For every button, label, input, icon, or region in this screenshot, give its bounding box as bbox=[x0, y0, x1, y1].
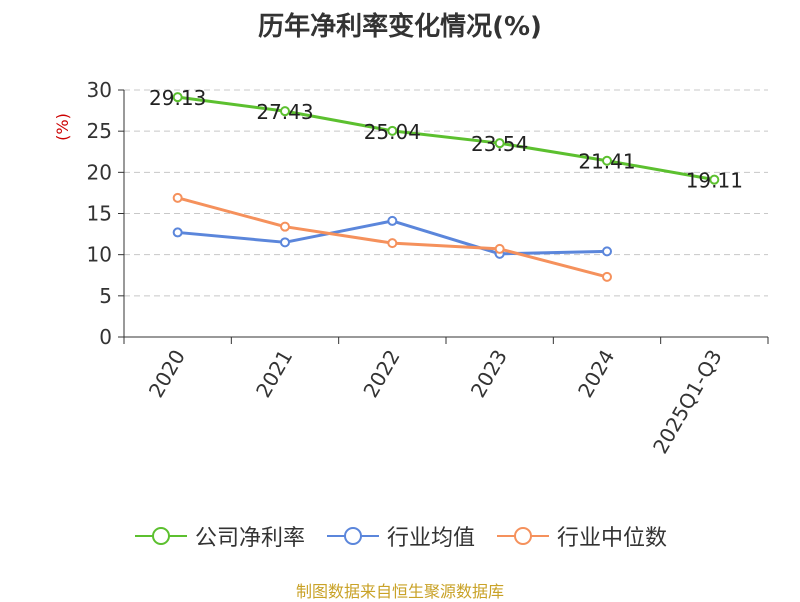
legend-swatch-icon bbox=[326, 527, 379, 545]
x-tick-label: 2024 bbox=[573, 346, 619, 402]
data-point bbox=[709, 174, 720, 185]
data-label: 19.11 bbox=[686, 169, 743, 193]
data-point bbox=[494, 243, 505, 254]
x-tick-label: 2025Q1-Q3 bbox=[648, 346, 727, 458]
y-tick-label: 5 bbox=[99, 284, 112, 308]
x-tick-label: 2022 bbox=[358, 346, 404, 402]
data-point bbox=[602, 271, 612, 282]
source-note: 制图数据来自恒生聚源数据库 bbox=[295, 582, 504, 601]
x-tick-label: 2021 bbox=[251, 346, 297, 402]
x-tick-label: 2023 bbox=[466, 345, 512, 401]
legend-item[interactable]: 行业中位数 bbox=[495, 520, 667, 552]
x-tick-label: 2020 bbox=[144, 346, 190, 402]
y-tick-label: 0 bbox=[99, 325, 112, 349]
legend-label: 行业中位数 bbox=[557, 526, 668, 551]
series-line-0 bbox=[177, 95, 715, 182]
legend-label: 公司净利率 bbox=[194, 526, 305, 551]
data-point bbox=[280, 237, 290, 248]
data-point bbox=[172, 192, 183, 203]
data-point bbox=[602, 246, 612, 257]
legend-swatch-marker bbox=[343, 527, 362, 545]
data-point bbox=[494, 138, 505, 149]
legend-item[interactable]: 公司净利率 bbox=[133, 520, 305, 552]
legend: 公司净利率 行业均值 行业中位数 bbox=[0, 520, 800, 552]
data-point bbox=[387, 238, 398, 249]
legend-swatch-icon bbox=[497, 527, 549, 545]
chart-title: 历年净利率变化情况(%) bbox=[258, 12, 542, 42]
legend-swatch-icon bbox=[134, 527, 187, 545]
y-tick-label: 10 bbox=[87, 243, 112, 267]
data-point bbox=[602, 155, 612, 166]
legend-swatch-marker bbox=[514, 527, 532, 545]
data-point bbox=[172, 92, 183, 103]
data-point bbox=[387, 215, 398, 226]
y-tick-label: 20 bbox=[87, 160, 112, 184]
data-point bbox=[280, 106, 290, 117]
data-point bbox=[280, 221, 290, 232]
data-label: 25.04 bbox=[364, 120, 421, 144]
data-point bbox=[172, 227, 183, 238]
data-point bbox=[387, 125, 398, 136]
y-tick-label: 30 bbox=[87, 78, 112, 102]
y-tick-label: 15 bbox=[87, 202, 112, 226]
data-label: 27.43 bbox=[256, 100, 313, 124]
data-label: 23.54 bbox=[471, 132, 528, 156]
legend-swatch-marker bbox=[151, 527, 170, 545]
data-label: 21.41 bbox=[578, 150, 635, 174]
y-tick-label: 25 bbox=[87, 119, 112, 143]
legend-label: 行业均值 bbox=[386, 526, 475, 551]
y-axis-title: (%) bbox=[53, 113, 72, 141]
legend-item[interactable]: 行业均值 bbox=[325, 520, 475, 552]
data-label: 29.13 bbox=[149, 86, 206, 110]
